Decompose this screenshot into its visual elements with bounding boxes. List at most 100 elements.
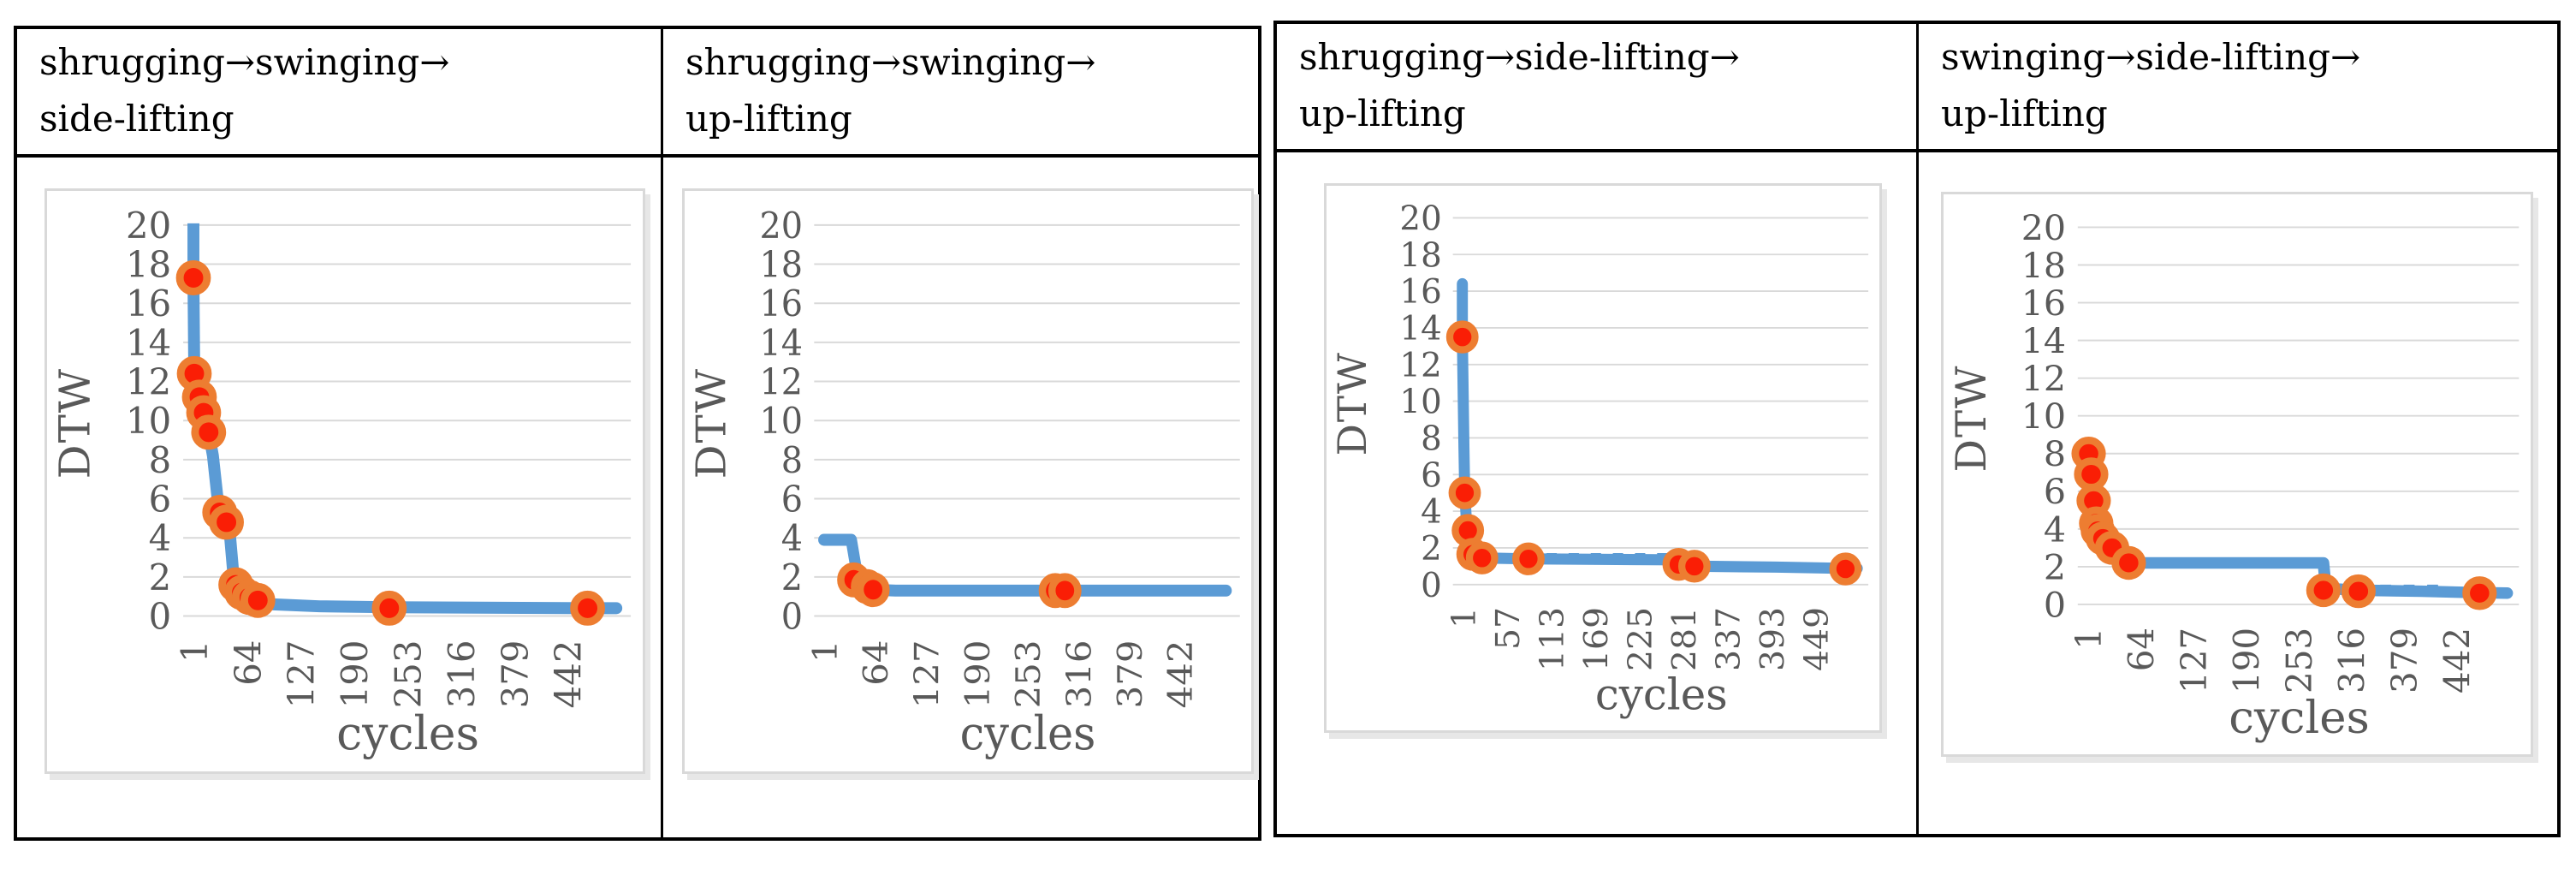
x-axis-title: cycles: [960, 707, 1096, 761]
y-tick-label: 20: [126, 205, 171, 247]
y-tick-label: 2: [781, 557, 803, 598]
y-tick-label: 18: [2021, 245, 2066, 286]
y-tick-label: 14: [1399, 310, 1441, 348]
x-tick-label: 442: [2437, 628, 2478, 693]
chart-cell-1: 0 2 4 6 8 10 12 14 16 18 20 DTW 1 64 127 190 253 316 379 44…: [17, 158, 661, 837]
panel-title-2-line-2: up-lifting: [686, 98, 852, 140]
data-marker: [209, 504, 244, 540]
panel-title-2-line-1: shrugging→swinging→: [686, 41, 1096, 83]
x-tick-label: 379: [1110, 640, 1150, 708]
y-tick-label: 12: [1399, 347, 1441, 385]
y-tick-label: 8: [781, 439, 803, 481]
y-tick-label: 4: [149, 517, 172, 559]
y-tick-label: 10: [1399, 383, 1441, 421]
data-marker: [1448, 476, 1481, 509]
dtw-line: [2081, 442, 2514, 599]
dtw-line: [187, 223, 623, 615]
x-tick-label: 64: [2121, 628, 2162, 671]
y-axis-title: DTW: [1948, 365, 1997, 473]
dtw-line: [1457, 277, 1863, 574]
y-tick-label: 0: [2044, 585, 2066, 626]
x-tick-label: 281: [1665, 607, 1704, 671]
x-tick-label: 64: [227, 640, 269, 685]
chart-cell-3: 0 2 4 6 8 10 12 14 16 18 20 DTW 1 57 113 169 225 281 337 39…: [1277, 152, 1916, 834]
y-tick-label: 20: [2021, 207, 2066, 248]
x-tick-label: 316: [1059, 640, 1100, 708]
panel-title-3-line-1: shrugging→side-lifting→: [1299, 36, 1740, 78]
y-tick-label: 6: [2044, 472, 2066, 513]
y-tick-label: 18: [760, 244, 804, 286]
chart-cell-2: 0 2 4 6 8 10 12 14 16 18 20 DTW 1 64 127 190 253 316 379 44…: [663, 158, 1258, 837]
y-axis-title: DTW: [1329, 351, 1375, 455]
x-tick-label: 1: [2069, 628, 2110, 650]
y-tick-label: 20: [1399, 199, 1441, 238]
chart-cell-4: 0 2 4 6 8 10 12 14 16 18 20 DTW 1 64 127 190 253 316 379 44…: [1919, 152, 2557, 834]
data-marker: [1465, 541, 1499, 574]
column-shrugging-swinging-sidelifting: shrugging→swinging→ side-lifting 0 2 4 6 8 10…: [17, 29, 661, 837]
x-tick-label: 190: [2226, 628, 2267, 693]
data-marker: [2074, 457, 2109, 491]
x-axis-title: cycles: [1595, 669, 1728, 719]
column-shrugging-swinging-uplifting: shrugging→swinging→ up-lifting 0 2 4 6 8 10 12…: [661, 29, 1258, 837]
y-tick-label: 0: [1421, 567, 1442, 605]
y-tick-label: 4: [2044, 509, 2066, 551]
x-tick-label: 393: [1754, 607, 1792, 671]
y-tick-label: 16: [126, 283, 171, 324]
data-marker: [2341, 574, 2376, 609]
y-tick-label: 12: [760, 361, 804, 403]
data-marker: [1445, 320, 1479, 354]
chart-frame-4: 0 2 4 6 8 10 12 14 16 18 20 DTW 1 64 127 190 253 316 379 44…: [1941, 192, 2533, 757]
y-tick-label: 10: [126, 400, 171, 442]
y-tick-label: 16: [2021, 283, 2066, 324]
panel-title-1: shrugging→swinging→ side-lifting: [17, 29, 661, 158]
y-tick-label: 6: [149, 478, 172, 520]
panel-title-3-line-2: up-lifting: [1299, 92, 1466, 134]
data-marker: [371, 590, 407, 626]
results-table-left: shrugging→swinging→ side-lifting 0 2 4 6 8 10…: [14, 26, 1261, 841]
x-tick-label: 442: [548, 640, 590, 708]
panel-title-2: shrugging→swinging→ up-lifting: [663, 29, 1258, 158]
y-tick-label: 2: [2044, 547, 2066, 588]
data-marker: [856, 572, 890, 608]
y-axis-title: DTW: [688, 367, 735, 479]
y-tick-label: 8: [149, 439, 172, 481]
x-tick-label: 316: [2331, 628, 2372, 693]
x-axis-title: cycles: [336, 706, 479, 760]
data-marker: [570, 590, 605, 626]
panel-title-1-line-2: side-lifting: [39, 98, 234, 140]
x-tick-label: 379: [494, 640, 536, 708]
y-tick-label: 4: [781, 517, 803, 559]
data-marker: [191, 414, 227, 450]
x-axis-title: cycles: [2229, 692, 2370, 743]
y-tick-label: 4: [1421, 493, 1442, 532]
y-tick-label: 2: [149, 557, 172, 598]
x-tick-label: 64: [856, 640, 896, 685]
data-marker: [1512, 542, 1545, 575]
panel-title-4-line-1: swinging→side-lifting→: [1941, 36, 2361, 78]
y-tick-label: 16: [1399, 273, 1441, 312]
x-tick-label: 337: [1710, 607, 1748, 671]
y-tick-label: 10: [2021, 396, 2066, 437]
y-tick-label: 16: [760, 283, 804, 324]
data-marker: [1048, 573, 1082, 609]
panel-title-1-line-1: shrugging→swinging→: [39, 41, 450, 83]
panel-title-4-line-2: up-lifting: [1941, 92, 2108, 134]
y-tick-label: 2: [1421, 530, 1442, 568]
chart-frame-2: 0 2 4 6 8 10 12 14 16 18 20 DTW 1 64 127 190 253 316 379 44…: [682, 188, 1254, 774]
data-marker: [1677, 550, 1711, 583]
x-tick-label: 190: [334, 640, 376, 708]
x-tick-label: 1: [805, 640, 846, 663]
y-tick-label: 14: [2021, 320, 2066, 361]
data-marker: [175, 260, 211, 295]
y-tick-label: 8: [2044, 434, 2066, 475]
panel-title-3: shrugging→side-lifting→ up-lifting: [1277, 24, 1916, 152]
chart-frame-3: 0 2 4 6 8 10 12 14 16 18 20 DTW 1 57 113 169 225 281 337 39…: [1324, 183, 1882, 733]
x-tick-label: 316: [441, 640, 483, 708]
